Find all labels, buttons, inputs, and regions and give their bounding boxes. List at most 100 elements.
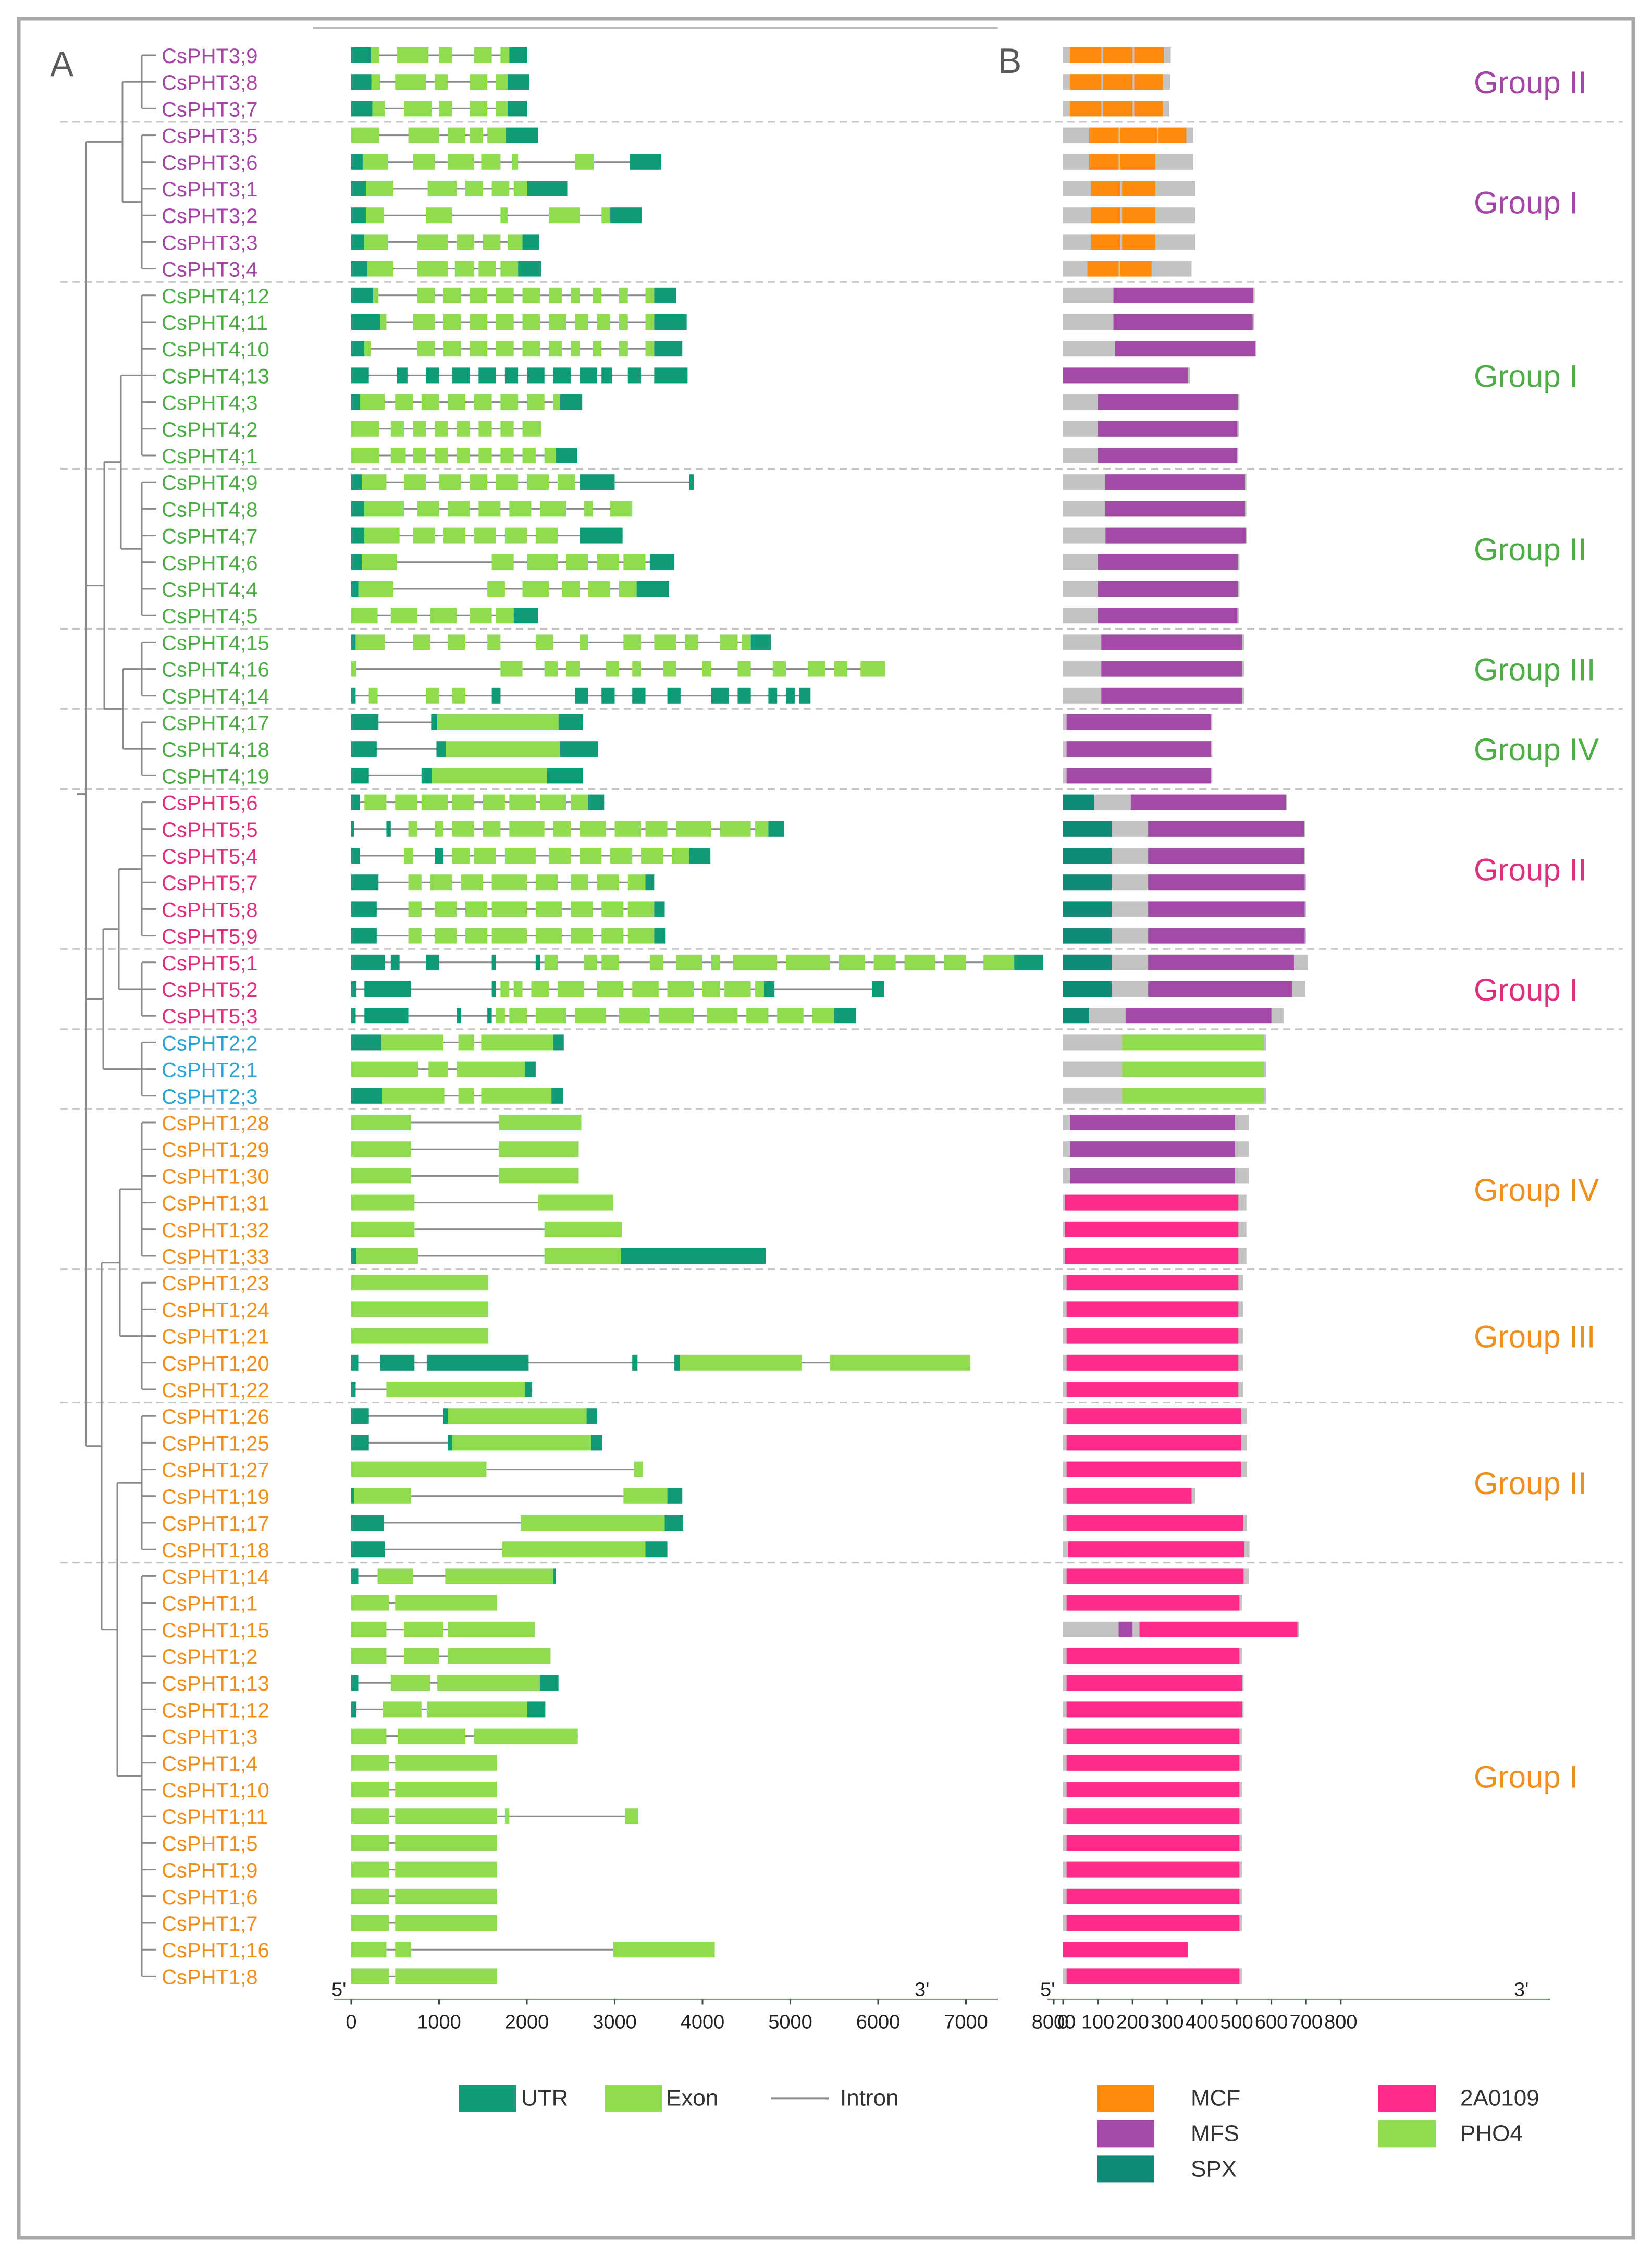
exon-segment [448,634,466,650]
protein-axis-tick-label: 600 [1255,2011,1288,2033]
utr-segment [799,687,811,704]
utr-segment [426,367,439,384]
protein-axis-5prime: 5' [1040,1979,1055,2001]
utr-segment [591,1435,602,1451]
mcf-domain [1122,207,1155,224]
exon-segment [535,901,562,917]
a0109-domain [1066,1595,1240,1611]
exon-segment [544,448,556,463]
exon-segment [465,901,488,917]
utr-segment [558,714,583,730]
gene-label: CsPHT1;18 [162,1539,269,1562]
exon-segment [491,554,514,570]
exon-segment [435,901,457,917]
exon-segment [351,1915,389,1931]
utr-segment [351,581,359,597]
legend-label: Intron [840,2085,899,2111]
exon-segment [672,848,689,864]
utr-segment [351,341,365,357]
exon-segment [351,1221,415,1237]
exon-segment [435,448,448,463]
exon-segment [571,874,588,891]
exon-segment [417,501,439,517]
exon-segment [408,901,422,917]
exon-segment [500,394,519,410]
gene-label: CsPHT1;7 [162,1913,258,1935]
utr-segment [689,848,711,864]
exon-segment [397,47,429,63]
mfs-domain [1098,421,1238,437]
exon-segment [535,634,553,650]
exon-segment [395,1782,497,1797]
exon-segment [474,848,497,864]
legend-swatch-pho4 [1378,2120,1436,2148]
exon-segment [491,901,527,917]
exon-segment [645,287,655,303]
utr-segment [518,261,541,277]
utr-segment [553,367,571,384]
exon-segment [593,341,602,357]
exon-segment [540,501,566,517]
exon-segment [500,421,514,437]
exon-segment [507,234,523,250]
exon-segment [358,581,393,597]
exon-segment [654,634,676,650]
exon-segment [478,261,497,277]
exon-segment [435,928,457,944]
utr-segment [487,1008,492,1024]
exon-segment [593,287,602,303]
exon-segment [351,661,357,677]
exon-segment [452,1435,591,1451]
exon-segment [499,1115,582,1130]
exon-segment [944,954,966,970]
protein-axis-tick-label: 100 [1081,2011,1114,2033]
utr-segment [390,954,400,970]
a0109-domain [1066,1675,1242,1691]
exon-segment [445,1568,553,1584]
exon-segment [645,341,655,357]
a0109-domain [1066,1835,1240,1851]
utr-segment [351,1541,385,1558]
exon-segment [755,821,769,837]
exon-segment [351,1888,389,1904]
a0109-domain [1066,1354,1239,1371]
exon-segment [457,1061,525,1077]
gene-label: CsPHT4;15 [162,632,269,655]
exon-segment [702,981,720,997]
exon-segment [496,608,514,624]
utr-segment [580,527,623,544]
exon-segment [632,981,659,997]
gene-axis-tick-label: 3000 [593,2011,637,2033]
a0109-domain [1065,1221,1239,1237]
a0109-domain [1066,1408,1241,1424]
utr-segment [386,821,391,837]
exon-segment [458,1088,474,1104]
gene-label: CsPHT1;2 [162,1646,258,1669]
gene-label: CsPHT1;28 [162,1112,269,1135]
a0109-domain [1066,1568,1244,1584]
utr-segment [560,394,583,410]
a0109-domain [1066,1701,1242,1718]
exon-segment [457,234,474,250]
utr-segment [351,634,356,650]
exon-segment [531,981,549,997]
gene-axis-3prime: 3' [915,1979,929,2001]
mfs-domain [1101,634,1242,650]
mcf-domain [1089,127,1119,143]
utr-segment [750,634,771,650]
exon-segment [408,928,422,944]
utr-segment [351,1088,382,1104]
exon-segment [834,661,848,677]
exon-segment [588,581,611,597]
utr-segment [351,181,366,196]
utr-segment [551,1088,563,1104]
utr-segment [421,768,433,784]
exon-segment [395,74,426,90]
exon-segment [527,394,545,410]
gene-label: CsPHT1;10 [162,1779,269,1802]
exon-segment [491,874,527,891]
exon-segment [522,581,549,597]
gene-label: CsPHT2;1 [162,1059,258,1082]
exon-segment [426,207,452,224]
exon-segment [496,101,508,117]
